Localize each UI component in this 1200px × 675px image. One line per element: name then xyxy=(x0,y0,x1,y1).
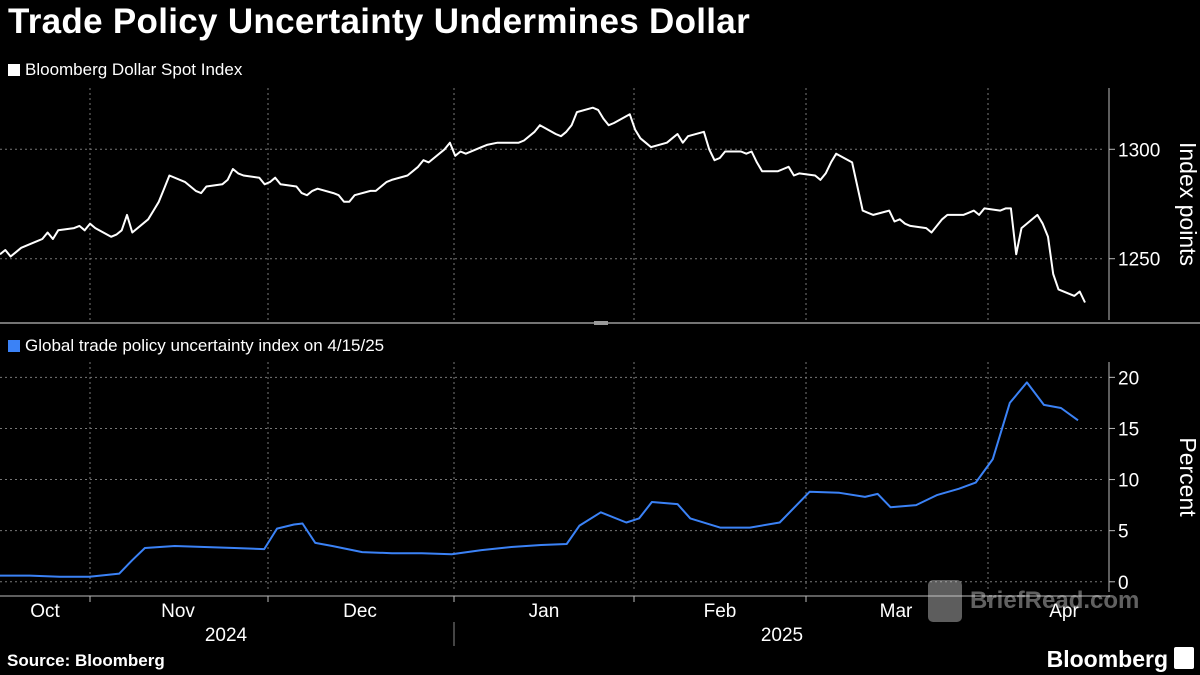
ytick-label-1-1: 5 xyxy=(1118,522,1129,543)
legend-label-bottom: Global trade policy uncertainty index on… xyxy=(25,336,385,355)
y-axis-title-1: Percent xyxy=(1175,437,1200,517)
ytick-label-1-0: 0 xyxy=(1118,573,1129,594)
xtick-label-jan: Jan xyxy=(529,601,560,622)
xtick-label-oct: Oct xyxy=(30,601,60,622)
watermark-text: BriefRead.com xyxy=(970,587,1140,614)
year-label-2024: 2024 xyxy=(205,625,248,646)
ytick-label-1-2: 10 xyxy=(1118,471,1139,492)
ytick-label-1-3: 15 xyxy=(1118,419,1139,440)
ytick-label-0-0: 1250 xyxy=(1118,250,1160,271)
bloomberg-badge-icon xyxy=(1174,647,1194,669)
watermark: BriefRead.com xyxy=(928,580,1139,622)
xtick-label-feb: Feb xyxy=(704,601,737,622)
ytick-label-1-4: 20 xyxy=(1118,368,1139,389)
legend-swatch-top xyxy=(8,64,20,76)
page-title: Trade Policy Uncertainty Undermines Doll… xyxy=(8,2,750,41)
xtick-label-dec: Dec xyxy=(343,601,377,622)
watermark-icon xyxy=(928,580,962,622)
panel-separator-handle xyxy=(594,321,608,325)
xtick-label-nov: Nov xyxy=(161,601,195,622)
legend-label-top: Bloomberg Dollar Spot Index xyxy=(25,60,243,79)
xtick-label-mar: Mar xyxy=(880,601,913,622)
year-label-2025: 2025 xyxy=(761,625,803,646)
legend-swatch-bottom xyxy=(8,340,20,352)
legend-top: Bloomberg Dollar Spot Index xyxy=(8,60,242,80)
series-line-1-0 xyxy=(0,381,1079,578)
legend-bottom: Global trade policy uncertainty index on… xyxy=(8,336,384,356)
xtick-label-apr: Apr xyxy=(1049,601,1079,622)
source-note: Source: Bloomberg xyxy=(7,651,165,670)
ytick-label-0-1: 1300 xyxy=(1118,140,1160,161)
y-axis-title-0: Index points xyxy=(1175,142,1200,266)
brand-logo: Bloomberg xyxy=(1046,646,1168,672)
series-line-0-0 xyxy=(0,106,1086,303)
